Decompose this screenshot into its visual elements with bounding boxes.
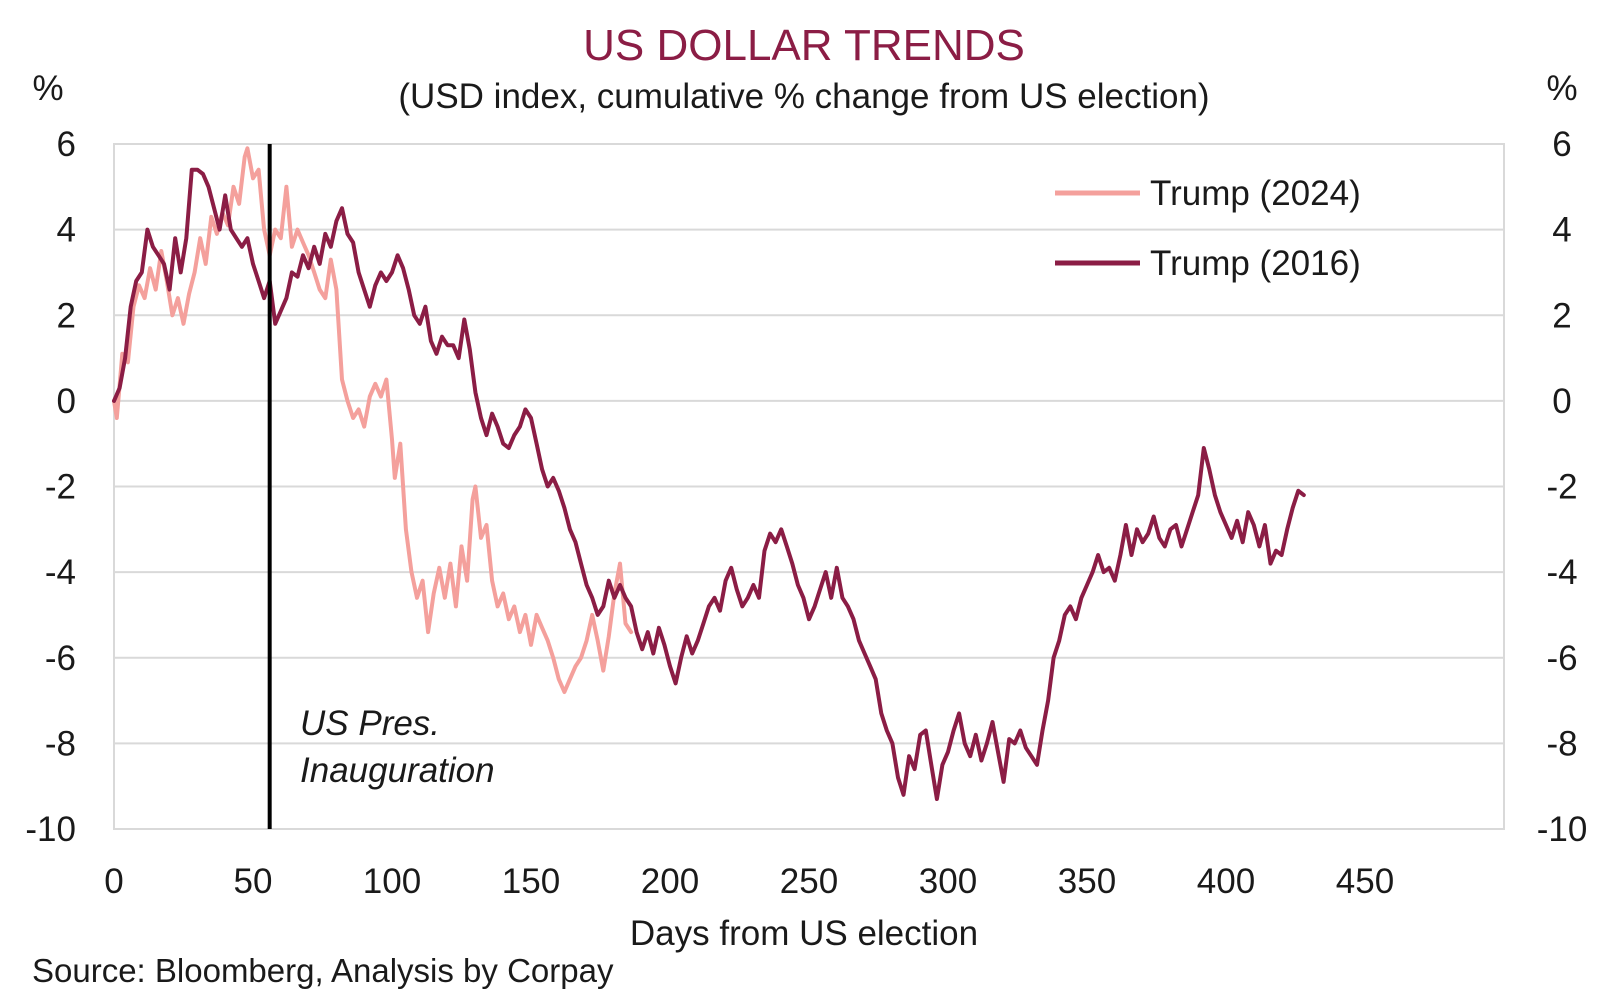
y-tick-label-left: 2 (57, 296, 76, 335)
source-note: Source: Bloomberg, Analysis by Corpay (32, 952, 614, 989)
x-tick-label: 50 (234, 862, 273, 901)
y-tick-label-right: 2 (1552, 296, 1571, 335)
y-tick-label-left: -2 (45, 468, 76, 507)
x-axis: 0 50 100 150 200 250 300 350 400 450 (104, 862, 1394, 901)
y-tick-label-left: 0 (57, 382, 76, 421)
x-tick-label: 400 (1197, 862, 1255, 901)
y-tick-label-right: -8 (1546, 724, 1577, 763)
x-tick-label: 150 (502, 862, 560, 901)
y-tick-label-left: 6 (57, 125, 76, 164)
x-tick-label: 100 (363, 862, 421, 901)
y-axis-right: 6 4 2 0 -2 -4 -6 -8 -10 (1537, 125, 1588, 849)
x-tick-label: 0 (104, 862, 123, 901)
legend: Trump (2024) Trump (2016) (1055, 174, 1361, 283)
x-axis-label: Days from US election (630, 914, 978, 953)
y-tick-label-right: 4 (1552, 211, 1571, 250)
y-tick-label-left: -4 (45, 553, 76, 592)
right-axis-unit: % (1546, 69, 1577, 108)
y-tick-label-left: -6 (45, 639, 76, 678)
y-axis-left: 6 4 2 0 -2 -4 -6 -8 -10 (25, 125, 76, 849)
y-tick-label-right: -4 (1546, 553, 1577, 592)
y-tick-label-right: -2 (1546, 468, 1577, 507)
annotation-line-1: US Pres. (300, 704, 440, 743)
y-tick-label-right: 6 (1552, 125, 1571, 164)
series-lines (112, 146, 1306, 801)
legend-label-0: Trump (2024) (1150, 174, 1361, 213)
y-tick-label-right: -6 (1546, 639, 1577, 678)
y-tick-label-left: -8 (45, 724, 76, 763)
x-tick-label: 450 (1336, 862, 1394, 901)
x-tick-label: 300 (919, 862, 977, 901)
chart-subtitle: (USD index, cumulative % change from US … (398, 77, 1209, 116)
legend-label-1: Trump (2016) (1150, 244, 1361, 283)
y-tick-label-right: -10 (1537, 810, 1588, 849)
x-tick-label: 350 (1058, 862, 1116, 901)
x-tick-label: 200 (641, 862, 699, 901)
y-tick-label-left: 4 (57, 211, 76, 250)
chart-title: US DOLLAR TRENDS (583, 21, 1025, 70)
series-line-1 (112, 167, 1306, 801)
y-tick-label-left: -10 (25, 810, 76, 849)
x-tick-label: 250 (780, 862, 838, 901)
series-line-0 (112, 146, 634, 694)
left-axis-unit: % (32, 69, 63, 108)
y-tick-label-right: 0 (1552, 382, 1571, 421)
annotation-line-2: Inauguration (300, 751, 495, 790)
